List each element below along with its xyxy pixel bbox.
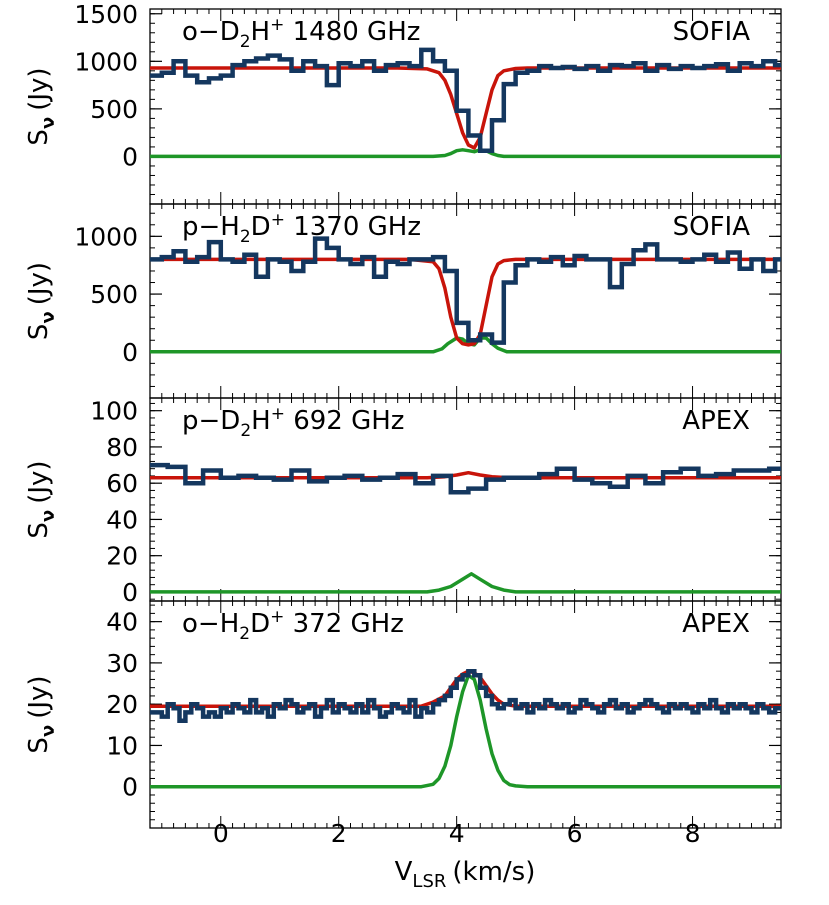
y-tick-label: 1500 — [74, 0, 138, 29]
y-tick-label: 0 — [122, 773, 138, 802]
x-axis: VLSR (km/s) 0 2 4 6 8 — [213, 819, 701, 892]
title-mid: D — [251, 212, 271, 242]
telescope-label: APEX — [682, 609, 750, 639]
title-prefix: p−H — [182, 212, 240, 242]
y-label-main: S — [24, 737, 54, 754]
title-suffix: 1480 GHz — [284, 17, 420, 47]
panel-title: p−H2D+ 1370 GHz — [182, 210, 421, 247]
panel-title: o−D2H+ 1480 GHz — [182, 15, 420, 52]
y-label-sub: ν — [38, 117, 59, 129]
x-label-main: V — [395, 857, 413, 887]
model-fit-line — [150, 66, 781, 150]
series-group — [150, 236, 781, 354]
y-label-sub: ν — [38, 510, 59, 522]
title-prefix: o−D — [182, 17, 240, 47]
y-label-unit: (Jy) — [24, 675, 54, 718]
y-label-main: S — [24, 324, 54, 341]
telescope-label: APEX — [682, 406, 750, 436]
series-group — [150, 47, 781, 159]
panel-1: 0 500 1000 1500 Sν (Jy) o−D2H+ 1480 GHz SOFIA — [24, 0, 782, 205]
title-superscript: + — [270, 15, 284, 35]
title-mid: D — [250, 609, 270, 639]
x-tick-label: 6 — [567, 819, 583, 848]
x-tick-label: 0 — [213, 819, 229, 848]
y-tick-label: 100 — [90, 397, 138, 426]
y-tick-label: 20 — [106, 690, 138, 719]
y-tick-label: 20 — [106, 542, 138, 571]
title-subscript: 2 — [240, 421, 251, 441]
y-label-main: S — [24, 522, 54, 539]
y-axis-label: Sν (Jy) — [24, 675, 59, 753]
x-tick-label: 2 — [331, 819, 347, 848]
title-superscript: + — [270, 607, 284, 627]
component-line — [150, 673, 781, 789]
y-tick-label: 500 — [90, 280, 138, 309]
observed-spectrum — [150, 236, 781, 345]
y-axis-label: Sν (Jy) — [24, 460, 59, 538]
x-tick-label: 8 — [685, 819, 701, 848]
y-tick-label: 40 — [106, 505, 138, 534]
y-label-sub: ν — [38, 725, 59, 737]
x-label-unit: (km/s) — [452, 857, 535, 887]
title-suffix: 372 GHz — [284, 609, 404, 639]
x-tick-label: 4 — [449, 819, 465, 848]
title-subscript: 2 — [239, 624, 250, 644]
y-tick-label: 1000 — [74, 47, 138, 76]
title-suffix: 1370 GHz — [285, 212, 421, 242]
y-tick-label: 1000 — [74, 222, 138, 251]
y-label-sub: ν — [38, 311, 59, 323]
y-tick-label: 0 — [122, 142, 138, 171]
telescope-label: SOFIA — [673, 212, 751, 242]
component-line — [150, 572, 781, 594]
title-mid: H — [251, 17, 271, 47]
series-group — [150, 462, 781, 594]
telescope-label: SOFIA — [673, 17, 751, 47]
y-label-main: S — [24, 129, 54, 146]
panel-title: p−D2H+ 692 GHz — [182, 404, 404, 441]
y-tick-label: 0 — [122, 578, 138, 607]
y-axis-label: Sν (Jy) — [24, 262, 59, 340]
title-superscript: + — [271, 210, 285, 230]
y-tick-label: 60 — [106, 469, 138, 498]
panel-4: 0 10 20 30 40 Sν (Jy) o−H2D+ 372 GHz APEX — [24, 600, 782, 829]
panel-2: 0 500 1000 Sν (Jy) p−H2D+ 1370 GHz SOFIA — [24, 203, 782, 399]
observed-spectrum — [150, 668, 781, 723]
title-prefix: o−H — [182, 609, 239, 639]
y-label-unit: (Jy) — [24, 67, 54, 110]
panel-3: 0 20 40 60 80 100 Sν (Jy) p−D2H+ 692 GHz APEX — [24, 397, 782, 607]
title-superscript: + — [271, 404, 285, 424]
y-axis-label: Sν (Jy) — [24, 67, 59, 145]
y-tick-label: 40 — [106, 608, 138, 637]
title-mid: H — [251, 406, 271, 436]
title-subscript: 2 — [240, 227, 251, 247]
title-prefix: p−D — [182, 406, 240, 436]
observed-spectrum — [150, 47, 781, 153]
y-label-unit: (Jy) — [24, 262, 54, 305]
panel-title: o−H2D+ 372 GHz — [182, 607, 404, 644]
model-fit-line — [150, 257, 781, 347]
component-line — [150, 148, 781, 159]
y-tick-label: 10 — [106, 731, 138, 760]
y-tick-label: 500 — [90, 95, 138, 124]
y-tick-label: 30 — [106, 649, 138, 678]
title-suffix: 692 GHz — [285, 406, 405, 436]
series-group — [150, 668, 781, 789]
y-label-unit: (Jy) — [24, 460, 54, 503]
x-label-sub: LSR — [412, 871, 446, 892]
x-axis-label: VLSR (km/s) — [395, 857, 536, 892]
title-subscript: 2 — [240, 32, 251, 52]
y-tick-label: 0 — [122, 338, 138, 367]
y-tick-label: 80 — [106, 433, 138, 462]
observed-spectrum — [150, 462, 781, 495]
